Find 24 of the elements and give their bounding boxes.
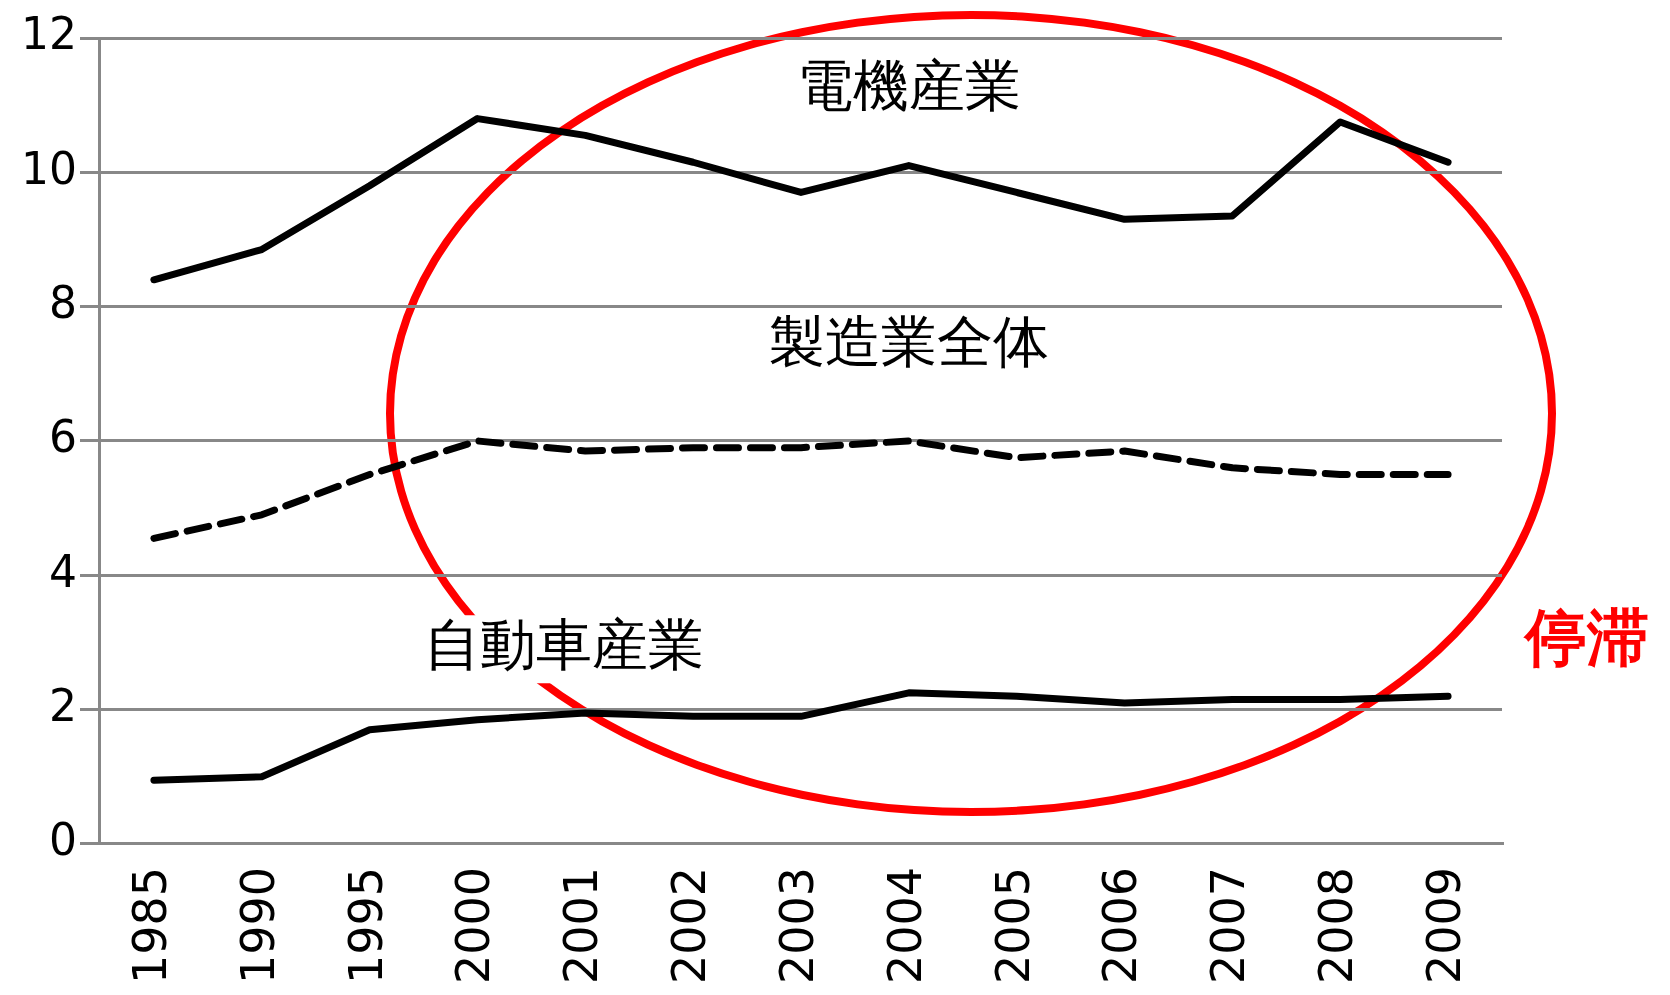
text: 停滞 — [1523, 600, 1649, 674]
x-tick-label: 2007 — [1201, 866, 1256, 985]
x-tick-label: 2005 — [985, 866, 1040, 985]
x-tick-label: 2009 — [1417, 866, 1472, 985]
x-tick-label: 2006 — [1093, 866, 1148, 985]
x-tick-label: 2001 — [554, 866, 609, 985]
y-tick-label: 2 — [48, 680, 77, 732]
x-tick-label: 2004 — [877, 866, 932, 985]
x-tick-label: 2000 — [446, 866, 501, 985]
series-label: 電機産業 — [796, 53, 1021, 119]
y-tick-label: 8 — [48, 277, 77, 329]
x-tick-label: 1995 — [338, 866, 393, 985]
series-label: 製造業全体 — [768, 308, 1049, 374]
x-tick-label: 2008 — [1309, 866, 1364, 985]
x-tick-label: 1990 — [230, 866, 285, 985]
x-tick-label: 2003 — [769, 866, 824, 985]
y-tick-label: 0 — [48, 814, 77, 866]
y-tick-label: 4 — [48, 545, 77, 597]
y-tick-label: 12 — [20, 8, 77, 60]
x-tick-label: 2002 — [662, 866, 717, 985]
series-label: 自動車産業 — [423, 611, 704, 677]
y-tick-label: 10 — [20, 142, 77, 194]
x-tick-label: 1985 — [122, 866, 177, 985]
y-tick-label: 6 — [48, 411, 77, 463]
